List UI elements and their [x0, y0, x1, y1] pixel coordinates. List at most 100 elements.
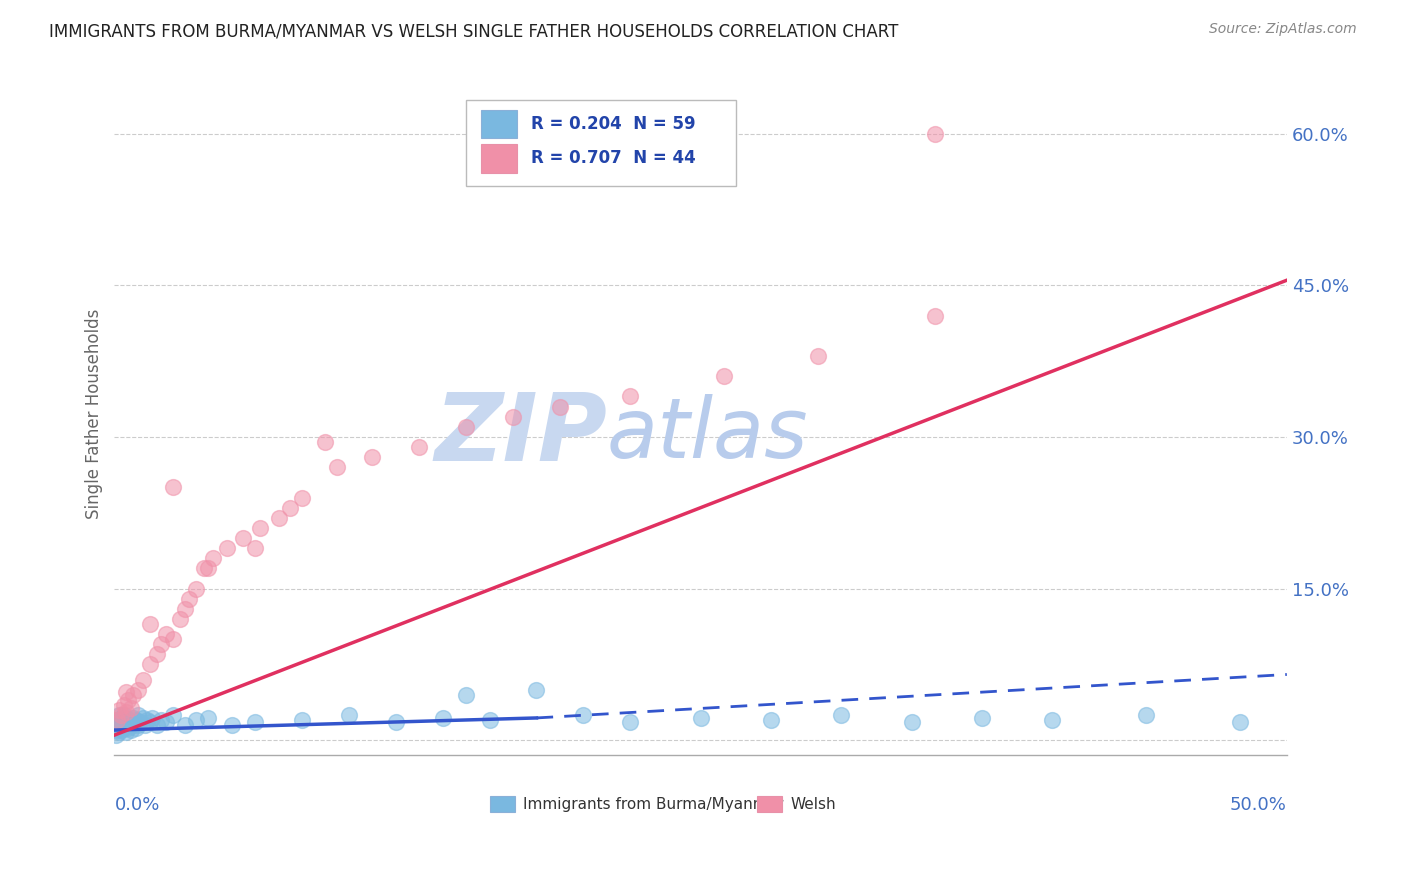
- Point: [110, 723, 132, 737]
- Point: [134, 718, 156, 732]
- Point: [110, 718, 132, 732]
- Point: [713, 369, 735, 384]
- Point: [105, 723, 128, 737]
- Point: [105, 718, 128, 732]
- Point: [162, 480, 184, 494]
- Text: ZIP: ZIP: [434, 389, 607, 481]
- Point: [759, 713, 782, 727]
- Point: [117, 692, 139, 706]
- Point: [970, 711, 993, 725]
- Point: [162, 632, 184, 646]
- Point: [278, 500, 301, 515]
- Point: [120, 723, 142, 737]
- Point: [117, 721, 139, 735]
- Point: [122, 718, 145, 732]
- Point: [361, 450, 384, 464]
- Point: [456, 419, 478, 434]
- FancyBboxPatch shape: [481, 110, 516, 138]
- Text: 0.0%: 0.0%: [114, 797, 160, 814]
- Text: R = 0.204  N = 59: R = 0.204 N = 59: [530, 115, 695, 133]
- Point: [136, 713, 159, 727]
- Point: [314, 434, 336, 449]
- Point: [117, 713, 139, 727]
- Point: [1040, 713, 1063, 727]
- Point: [108, 714, 131, 729]
- Point: [127, 718, 149, 732]
- Point: [232, 531, 254, 545]
- Point: [830, 707, 852, 722]
- Point: [138, 657, 160, 672]
- Point: [129, 714, 152, 729]
- Point: [432, 711, 454, 725]
- Point: [115, 684, 138, 698]
- Text: Welsh: Welsh: [790, 797, 837, 812]
- Point: [108, 707, 131, 722]
- Point: [108, 703, 131, 717]
- Point: [186, 713, 208, 727]
- Point: [548, 400, 571, 414]
- Point: [155, 714, 177, 729]
- FancyBboxPatch shape: [467, 100, 735, 186]
- Point: [150, 713, 173, 727]
- Point: [900, 714, 922, 729]
- Point: [115, 725, 138, 739]
- Point: [141, 711, 163, 725]
- Point: [150, 637, 173, 651]
- Point: [115, 718, 138, 732]
- Point: [1229, 714, 1251, 729]
- Point: [127, 707, 149, 722]
- Point: [112, 707, 135, 722]
- Point: [385, 714, 408, 729]
- Point: [478, 713, 501, 727]
- Point: [105, 713, 128, 727]
- Point: [201, 551, 224, 566]
- FancyBboxPatch shape: [481, 144, 516, 173]
- Point: [197, 561, 219, 575]
- Point: [120, 714, 142, 729]
- Point: [108, 725, 131, 739]
- Point: [1135, 707, 1157, 722]
- Point: [112, 714, 135, 729]
- Y-axis label: Single Father Households: Single Father Households: [86, 309, 103, 519]
- Point: [104, 728, 127, 742]
- Point: [502, 409, 524, 424]
- Point: [173, 718, 195, 732]
- Point: [169, 612, 191, 626]
- Point: [215, 541, 238, 555]
- Point: [110, 711, 132, 725]
- Point: [155, 627, 177, 641]
- Point: [105, 713, 128, 727]
- Point: [179, 591, 201, 606]
- Point: [243, 541, 266, 555]
- Point: [120, 701, 142, 715]
- Point: [337, 707, 360, 722]
- Point: [124, 713, 146, 727]
- Point: [122, 711, 145, 725]
- Point: [456, 688, 478, 702]
- Point: [112, 698, 135, 712]
- Point: [924, 127, 946, 141]
- Point: [108, 721, 131, 735]
- Point: [138, 714, 160, 729]
- Point: [526, 682, 548, 697]
- Point: [186, 582, 208, 596]
- Point: [291, 491, 314, 505]
- Point: [249, 521, 271, 535]
- Text: 50.0%: 50.0%: [1230, 797, 1286, 814]
- Text: Immigrants from Burma/Myanmar: Immigrants from Burma/Myanmar: [523, 797, 783, 812]
- Point: [267, 510, 290, 524]
- Text: IMMIGRANTS FROM BURMA/MYANMAR VS WELSH SINGLE FATHER HOUSEHOLDS CORRELATION CHAR: IMMIGRANTS FROM BURMA/MYANMAR VS WELSH S…: [49, 22, 898, 40]
- Point: [115, 705, 138, 719]
- Point: [221, 718, 243, 732]
- Point: [122, 688, 145, 702]
- Point: [124, 721, 146, 735]
- Point: [408, 440, 430, 454]
- Point: [807, 349, 830, 363]
- Point: [131, 711, 153, 725]
- Point: [127, 682, 149, 697]
- Point: [145, 647, 167, 661]
- Point: [197, 711, 219, 725]
- Point: [112, 721, 135, 735]
- Point: [924, 309, 946, 323]
- Point: [689, 711, 711, 725]
